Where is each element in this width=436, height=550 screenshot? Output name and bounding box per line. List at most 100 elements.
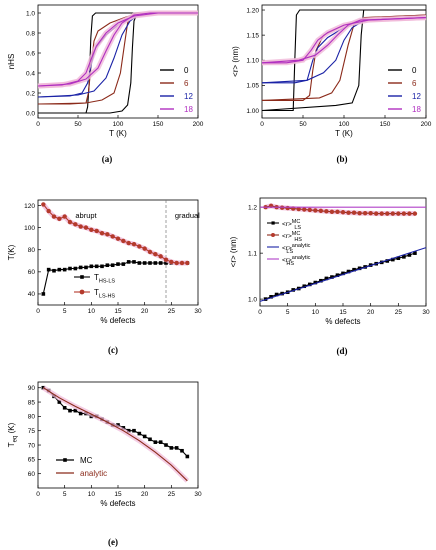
legend-label: 18 — [184, 105, 193, 114]
series-18-heating — [37, 12, 198, 87]
x-tick-label: 25 — [395, 309, 403, 316]
y-tick-label: 120 — [24, 203, 35, 210]
data-point — [308, 282, 312, 287]
data-point — [51, 214, 57, 219]
data-point — [78, 411, 83, 416]
legend-label: <r>analytic HS — [282, 255, 311, 267]
data-point — [46, 208, 51, 214]
data-point — [164, 261, 168, 265]
data-point — [57, 400, 62, 404]
data-point — [158, 254, 163, 259]
data-point — [105, 263, 110, 268]
data-point — [84, 265, 88, 270]
data-point — [407, 253, 412, 257]
series-band — [41, 385, 190, 483]
data-point — [126, 260, 131, 264]
data-point — [169, 446, 174, 450]
x-tick-label: 15 — [339, 309, 347, 316]
x-axis-label: % defects — [100, 316, 135, 325]
chart-c: 0 5 10 15 20 25 30 40 60 80 100 120 % defects T(K) abr… — [7, 199, 202, 325]
data-point — [302, 207, 307, 212]
x-axis-label: T (K) — [109, 129, 127, 138]
legend-label: 0 — [412, 66, 417, 75]
x-tick-label: 20 — [367, 309, 375, 316]
y-tick-label: 1.0 — [26, 10, 35, 17]
x-tick-label: 0 — [258, 309, 262, 316]
data-point — [110, 234, 115, 239]
x-tick-label: 10 — [88, 308, 96, 315]
y-tick-label: 80 — [28, 414, 36, 421]
data-point — [407, 211, 412, 216]
x-tick-label: 0 — [36, 491, 40, 498]
legend-label: <r>analytic LS — [282, 243, 311, 255]
x-tick-label: 15 — [114, 308, 122, 315]
y-tick-label: 65 — [28, 457, 36, 464]
x-tick-label: 100 — [113, 121, 124, 128]
data-point — [116, 262, 120, 266]
y-axis-label: Teq (K) — [7, 422, 19, 447]
data-point — [357, 266, 362, 271]
data-point — [329, 209, 335, 214]
data-point — [78, 265, 83, 270]
series-18-band — [37, 10, 198, 89]
x-tick-label: 100 — [339, 121, 350, 128]
data-point — [269, 295, 273, 299]
legend-marker — [63, 458, 67, 462]
y-tick-label: 40 — [28, 291, 36, 298]
x-tick-label: 50 — [299, 121, 307, 128]
legend-label: 6 — [412, 79, 417, 88]
data-point — [110, 263, 115, 268]
data-point — [115, 236, 121, 241]
x-axis-label: % defects — [100, 499, 135, 508]
y-tick-label: 100 — [24, 225, 35, 232]
y-tick-label: 60 — [28, 269, 36, 276]
x-tick-label: 200 — [193, 121, 204, 128]
caption-e: (e) — [108, 537, 118, 547]
data-point — [379, 211, 384, 216]
legend-label: THS-LS — [94, 273, 115, 285]
x-tick-label: 150 — [380, 121, 391, 128]
data-point — [62, 405, 67, 410]
legend-marker — [271, 221, 275, 225]
y-tick-label: 0.2 — [26, 90, 35, 97]
data-point — [302, 284, 307, 289]
data-point — [180, 448, 184, 453]
series-band — [41, 202, 188, 266]
series-line — [43, 387, 188, 482]
y-tick-label: 90 — [28, 385, 36, 392]
x-tick-label: 200 — [421, 121, 432, 128]
data-point — [126, 240, 131, 246]
data-point — [401, 211, 407, 216]
data-point — [335, 209, 340, 214]
data-point — [68, 408, 72, 413]
data-point — [396, 256, 401, 261]
legend-label: 12 — [412, 92, 421, 101]
data-point — [105, 232, 110, 237]
data-point — [346, 210, 351, 215]
data-point — [341, 271, 345, 276]
data-point — [163, 257, 169, 262]
data-point — [137, 244, 142, 249]
series-18-cooling — [262, 17, 427, 64]
annotation-abrupt: abrupt — [75, 211, 97, 220]
data-point — [179, 260, 185, 266]
y-tick-label: 80 — [28, 247, 36, 254]
legend-label: 18 — [412, 105, 421, 114]
data-point — [99, 230, 105, 236]
x-tick-label: 10 — [312, 309, 320, 316]
x-axis-label: T (K) — [335, 129, 353, 138]
data-point — [313, 208, 318, 213]
data-point — [153, 261, 158, 265]
data-point — [94, 228, 99, 234]
x-tick-label: 0 — [36, 121, 40, 128]
data-point — [402, 255, 406, 259]
data-point — [274, 292, 279, 297]
data-point — [67, 219, 73, 225]
data-point — [142, 261, 147, 265]
data-point — [126, 428, 131, 433]
y-axis-label: nHS — [7, 54, 16, 70]
data-point — [57, 216, 62, 221]
data-point — [285, 205, 290, 211]
y-axis-label: T(K) — [7, 244, 16, 260]
y-tick-label: 85 — [28, 399, 36, 406]
